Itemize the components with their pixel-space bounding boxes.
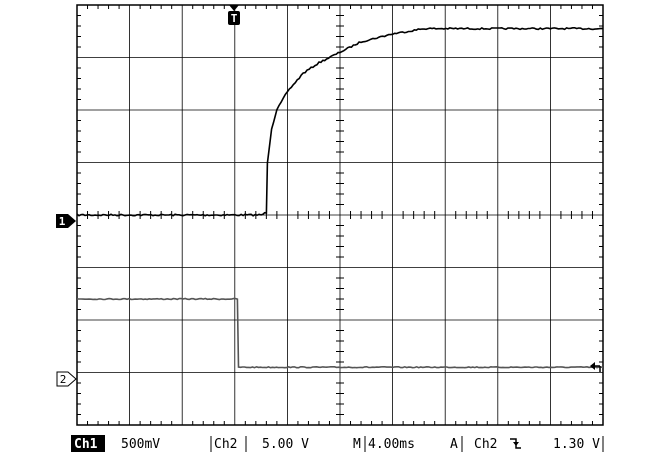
ch1-scale: 500mV	[121, 437, 160, 452]
acquisition-label: A	[450, 437, 458, 452]
channel-1-marker-label: 1	[59, 215, 66, 228]
trigger-level-arrow-icon	[590, 362, 601, 372]
trigger-marker-label: T	[231, 12, 238, 25]
graticule	[77, 5, 603, 425]
ch1-label-background	[71, 435, 105, 452]
trigger-level: 1.30 V	[553, 437, 600, 452]
ch1-label: Ch1	[74, 437, 98, 452]
time-scale: 4.00ms	[368, 437, 415, 452]
trigger-source: Ch2	[474, 437, 497, 452]
ch2-label: Ch2	[214, 437, 237, 452]
time-prefix: M	[353, 437, 361, 452]
channel-1-ground-marker: 1	[56, 214, 76, 228]
channel-2-trace	[76, 297, 604, 369]
channel-2-marker-label: 2	[60, 373, 67, 386]
ch2-scale: 5.00 V	[262, 437, 309, 452]
trigger-position-marker: T	[228, 5, 240, 25]
trigger-slope-icon	[510, 438, 521, 449]
channel-1-trace	[76, 26, 604, 217]
readout-bar: Ch1 500mV Ch2 5.00 V M 4.00ms A Ch2 1.30…	[71, 435, 604, 452]
channel-2-ground-marker: 2	[56, 371, 77, 387]
